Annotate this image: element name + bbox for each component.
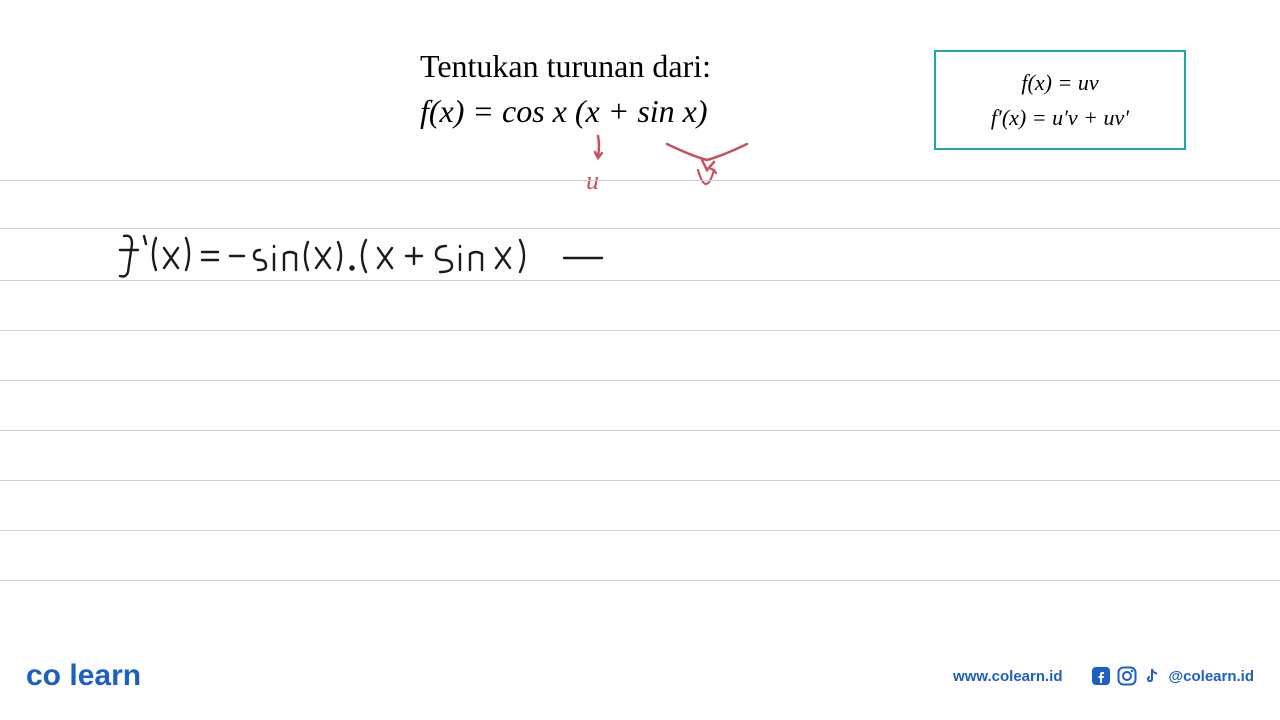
problem-area: Tentukan turunan dari: f(x) = cos x (x +… <box>420 48 900 130</box>
footer-right: www.colearn.id @colearn.id <box>953 666 1254 686</box>
logo-part1: co <box>26 659 61 692</box>
website-link[interactable]: www.colearn.id <box>953 668 1062 685</box>
formula-box-line2: f′(x) = u′v + uv′ <box>991 100 1129 135</box>
brand-logo: co learn <box>26 659 141 693</box>
formula-box: f(x) = uv f′(x) = u′v + uv′ <box>934 50 1186 150</box>
paper-line <box>0 330 1280 331</box>
annotation-u-arrow-icon <box>590 134 606 164</box>
facebook-icon[interactable] <box>1091 666 1111 686</box>
formula-box-line1: f(x) = uv <box>1021 65 1098 100</box>
social-links: @colearn.id <box>1091 666 1254 686</box>
problem-formula: f(x) = cos x (x + sin x) <box>420 93 900 130</box>
footer: co learn www.colearn.id @colearn.id <box>0 656 1280 696</box>
logo-part2: learn <box>69 659 141 692</box>
paper-line <box>0 530 1280 531</box>
paper-line <box>0 480 1280 481</box>
paper-line <box>0 180 1280 181</box>
paper-line <box>0 580 1280 581</box>
problem-title: Tentukan turunan dari: <box>420 48 900 85</box>
tiktok-icon[interactable] <box>1143 666 1163 686</box>
instagram-icon[interactable] <box>1117 666 1137 686</box>
paper-line <box>0 430 1280 431</box>
social-handle: @colearn.id <box>1169 668 1254 685</box>
handwriting-line1 <box>110 228 670 293</box>
paper-line <box>0 380 1280 381</box>
